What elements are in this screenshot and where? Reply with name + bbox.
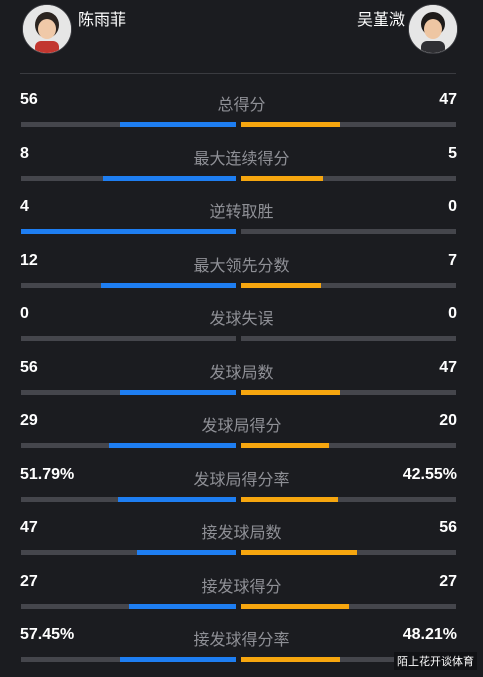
stat-label: 逆转取胜	[209, 202, 274, 221]
left-bar-track	[21, 122, 236, 127]
right-value: 20	[439, 412, 457, 429]
right-bar-fill	[241, 122, 340, 127]
stat-row: 27 接发球得分 27	[0, 570, 483, 624]
right-bar-track	[241, 389, 456, 395]
right-bar-track	[241, 657, 456, 662]
left-bar-track	[21, 175, 236, 181]
player-photo-icon	[409, 5, 457, 53]
left-player-avatar[interactable]	[22, 4, 72, 54]
right-bar-track	[241, 282, 456, 288]
right-value: 47	[439, 358, 457, 376]
left-bar-fill	[119, 122, 236, 127]
player-photo-icon	[23, 5, 71, 53]
left-bar-fill	[117, 496, 236, 502]
stat-label: 最大连续得分	[193, 148, 290, 168]
stat-label: 接发球得分率	[193, 630, 290, 649]
right-value: 47	[439, 91, 457, 108]
right-bar-fill	[241, 282, 321, 288]
watermark: 陌上花开谈体育	[394, 652, 477, 670]
stat-row: 0 发球失误 0	[0, 302, 483, 356]
stat-label: 发球局得分率	[193, 469, 290, 489]
right-bar-fill	[241, 657, 340, 662]
right-value: 56	[439, 519, 457, 536]
left-value: 56	[20, 91, 38, 108]
stat-label: 接发球得分	[201, 576, 282, 596]
left-bar-fill	[109, 443, 236, 448]
stat-row: 56 发球局数 47	[0, 356, 483, 410]
right-bar-fill	[241, 389, 340, 395]
stat-label: 发球局得分	[201, 416, 282, 435]
left-bar-track	[21, 443, 236, 448]
left-value: 12	[20, 251, 38, 269]
right-value: 42.55%	[402, 465, 457, 483]
left-value: 29	[20, 412, 38, 429]
right-bar-track	[241, 496, 456, 502]
left-value: 47	[20, 519, 38, 536]
left-player-name: 陈雨菲	[78, 10, 127, 29]
right-bar-track	[241, 122, 456, 127]
left-bar-fill	[128, 603, 236, 609]
stat-label: 最大领先分数	[193, 255, 290, 275]
stat-row: 56 总得分 47	[0, 88, 483, 142]
left-bar-track	[21, 496, 236, 502]
left-bar-track	[21, 550, 236, 555]
stat-row: 12 最大领先分数 7	[0, 249, 483, 303]
player-header: 陈雨菲 吴堇溦	[0, 0, 483, 74]
right-bar-fill	[241, 175, 323, 181]
right-bar-track	[241, 443, 456, 448]
left-bar-fill	[102, 175, 236, 181]
right-bar-fill	[241, 603, 349, 609]
right-bar-track	[241, 336, 456, 341]
left-bar-track	[21, 336, 236, 341]
left-bar-track	[21, 282, 236, 288]
right-bar-fill	[241, 496, 338, 502]
left-value: 8	[20, 144, 29, 162]
right-bar-track	[241, 175, 456, 181]
right-bar-track	[241, 229, 456, 234]
left-value: 0	[20, 305, 29, 322]
right-value: 7	[448, 251, 457, 269]
stat-label: 发球失误	[209, 309, 274, 328]
right-player-name: 吴堇溦	[356, 10, 405, 29]
left-bar-track	[21, 603, 236, 609]
right-value: 0	[448, 305, 457, 322]
stat-label: 接发球局数	[201, 523, 282, 542]
left-bar-fill	[119, 657, 236, 662]
stat-row: 47 接发球局数 56	[0, 516, 483, 570]
stat-row: 51.79% 发球局得分率 42.55%	[0, 463, 483, 517]
right-bar-fill	[241, 443, 330, 448]
left-value: 4	[20, 198, 29, 215]
left-value: 56	[20, 358, 38, 376]
left-bar-track	[21, 389, 236, 395]
left-bar-fill	[21, 229, 236, 234]
left-bar-track	[21, 657, 236, 662]
stat-row: 57.45% 接发球得分率 48.21%	[0, 623, 483, 677]
right-bar-track	[241, 603, 456, 609]
right-value: 0	[448, 198, 457, 215]
left-bar-fill	[119, 389, 236, 395]
left-bar-fill	[100, 282, 236, 288]
left-value: 27	[20, 572, 38, 590]
left-value: 57.45%	[20, 626, 75, 643]
right-bar-track	[241, 550, 456, 555]
stat-label: 发球局数	[209, 362, 274, 382]
right-player-avatar[interactable]	[408, 4, 458, 54]
stat-row: 4 逆转取胜 0	[0, 195, 483, 249]
header-divider	[20, 73, 456, 74]
left-value: 51.79%	[20, 465, 75, 483]
left-bar-track	[21, 229, 236, 234]
stat-row: 29 发球局得分 20	[0, 409, 483, 463]
stat-row: 8 最大连续得分 5	[0, 142, 483, 196]
right-value: 48.21%	[402, 626, 457, 643]
stats-list: 56 总得分 47 8 最大连续得分 5 4 逆转取胜 0 12 最大领先分数 7 0 发球失误 0 56 发球…	[0, 88, 483, 677]
stat-label: 总得分	[217, 95, 266, 114]
right-value: 27	[439, 572, 457, 590]
right-bar-fill	[241, 550, 358, 555]
right-value: 5	[448, 144, 457, 162]
left-bar-fill	[137, 550, 236, 555]
